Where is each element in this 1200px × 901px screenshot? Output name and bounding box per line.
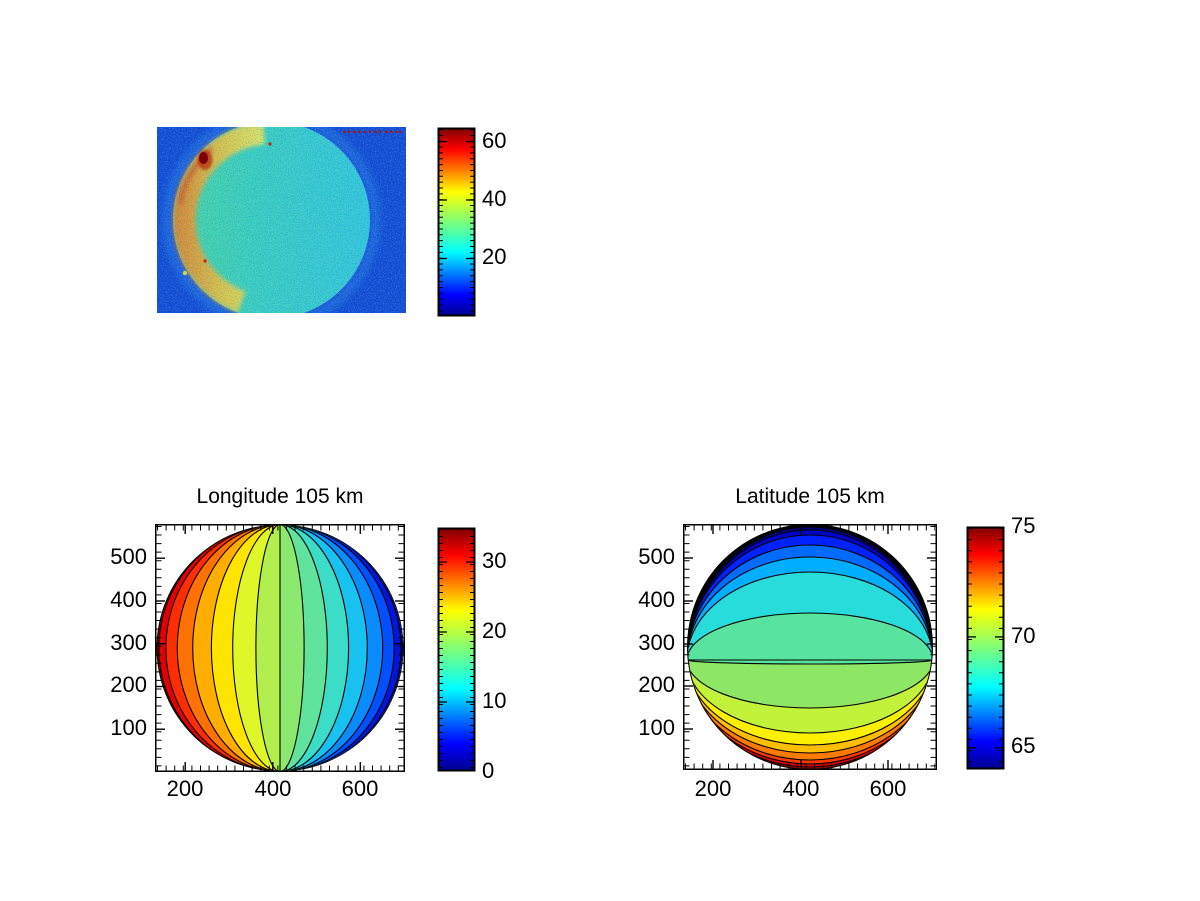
lat-ytick-200: 200 xyxy=(638,672,675,697)
top-colorbar-label-40: 40 xyxy=(482,186,507,211)
axes-box xyxy=(155,524,405,772)
small-red-dot-2 xyxy=(268,142,272,146)
lat-xtick-200: 200 xyxy=(694,776,732,801)
small-yellow-dot xyxy=(182,270,188,276)
lat-xtick-600: 600 xyxy=(869,776,907,801)
latitude-title: Latitude 105 km xyxy=(735,485,885,508)
lon-ytick-200: 200 xyxy=(110,672,147,697)
lon-ytick-100: 100 xyxy=(110,715,147,740)
colorbar-major-ticks xyxy=(439,561,474,703)
lat-cbar-label-75: 75 xyxy=(1011,513,1036,538)
lat-ytick-100: 100 xyxy=(638,715,675,740)
lon-xtick-600: 600 xyxy=(341,776,379,801)
top-colorbar xyxy=(437,127,476,317)
lat-cbar-label-65: 65 xyxy=(1011,733,1036,758)
colorbar-gradient xyxy=(438,128,475,316)
longitude-colorbar xyxy=(437,527,476,772)
lat-cbar-label-70: 70 xyxy=(1011,623,1036,648)
lon-cbar-label-0: 0 xyxy=(482,758,495,783)
latitude-axes xyxy=(683,524,937,770)
colorbar-gradient xyxy=(438,528,475,771)
longitude-title: Longitude 105 km xyxy=(196,485,364,508)
top-colorbar-label-60: 60 xyxy=(482,128,507,153)
colorbar-border xyxy=(966,526,1005,770)
lon-ytick-300: 300 xyxy=(110,630,147,655)
aurora-image-panel xyxy=(157,127,406,313)
lon-cbar-label-30: 30 xyxy=(482,548,507,573)
aurora-image xyxy=(157,127,406,313)
lat-ytick-400: 400 xyxy=(638,587,675,612)
lon-cbar-label-20: 20 xyxy=(482,618,507,643)
latitude-colorbar xyxy=(966,526,1005,770)
lon-xtick-200: 200 xyxy=(166,776,204,801)
top-colorbar-label-20: 20 xyxy=(482,244,507,269)
longitude-contour-bands xyxy=(157,525,403,771)
lon-ytick-500: 500 xyxy=(110,544,147,569)
major-ticks xyxy=(684,525,936,769)
major-ticks xyxy=(156,525,404,771)
lat-ytick-300: 300 xyxy=(638,630,675,655)
small-red-dot xyxy=(203,259,207,263)
lat-ytick-500: 500 xyxy=(638,544,675,569)
red-annotation-text-strip xyxy=(343,130,402,133)
colorbar-major-ticks xyxy=(439,140,474,260)
lon-xtick-400: 400 xyxy=(254,776,292,801)
colorbar-border xyxy=(437,527,476,772)
lon-cbar-label-10: 10 xyxy=(482,688,507,713)
latitude-contour-bands xyxy=(688,526,932,769)
axes-box xyxy=(683,524,937,770)
colorbar-gradient xyxy=(967,527,1004,769)
colorbar-border xyxy=(437,127,476,317)
lat-xtick-400: 400 xyxy=(782,776,820,801)
longitude-axes xyxy=(155,524,405,772)
dark-red-spot xyxy=(199,152,208,164)
lon-ytick-400: 400 xyxy=(110,587,147,612)
noise-red-speckles xyxy=(157,127,406,313)
